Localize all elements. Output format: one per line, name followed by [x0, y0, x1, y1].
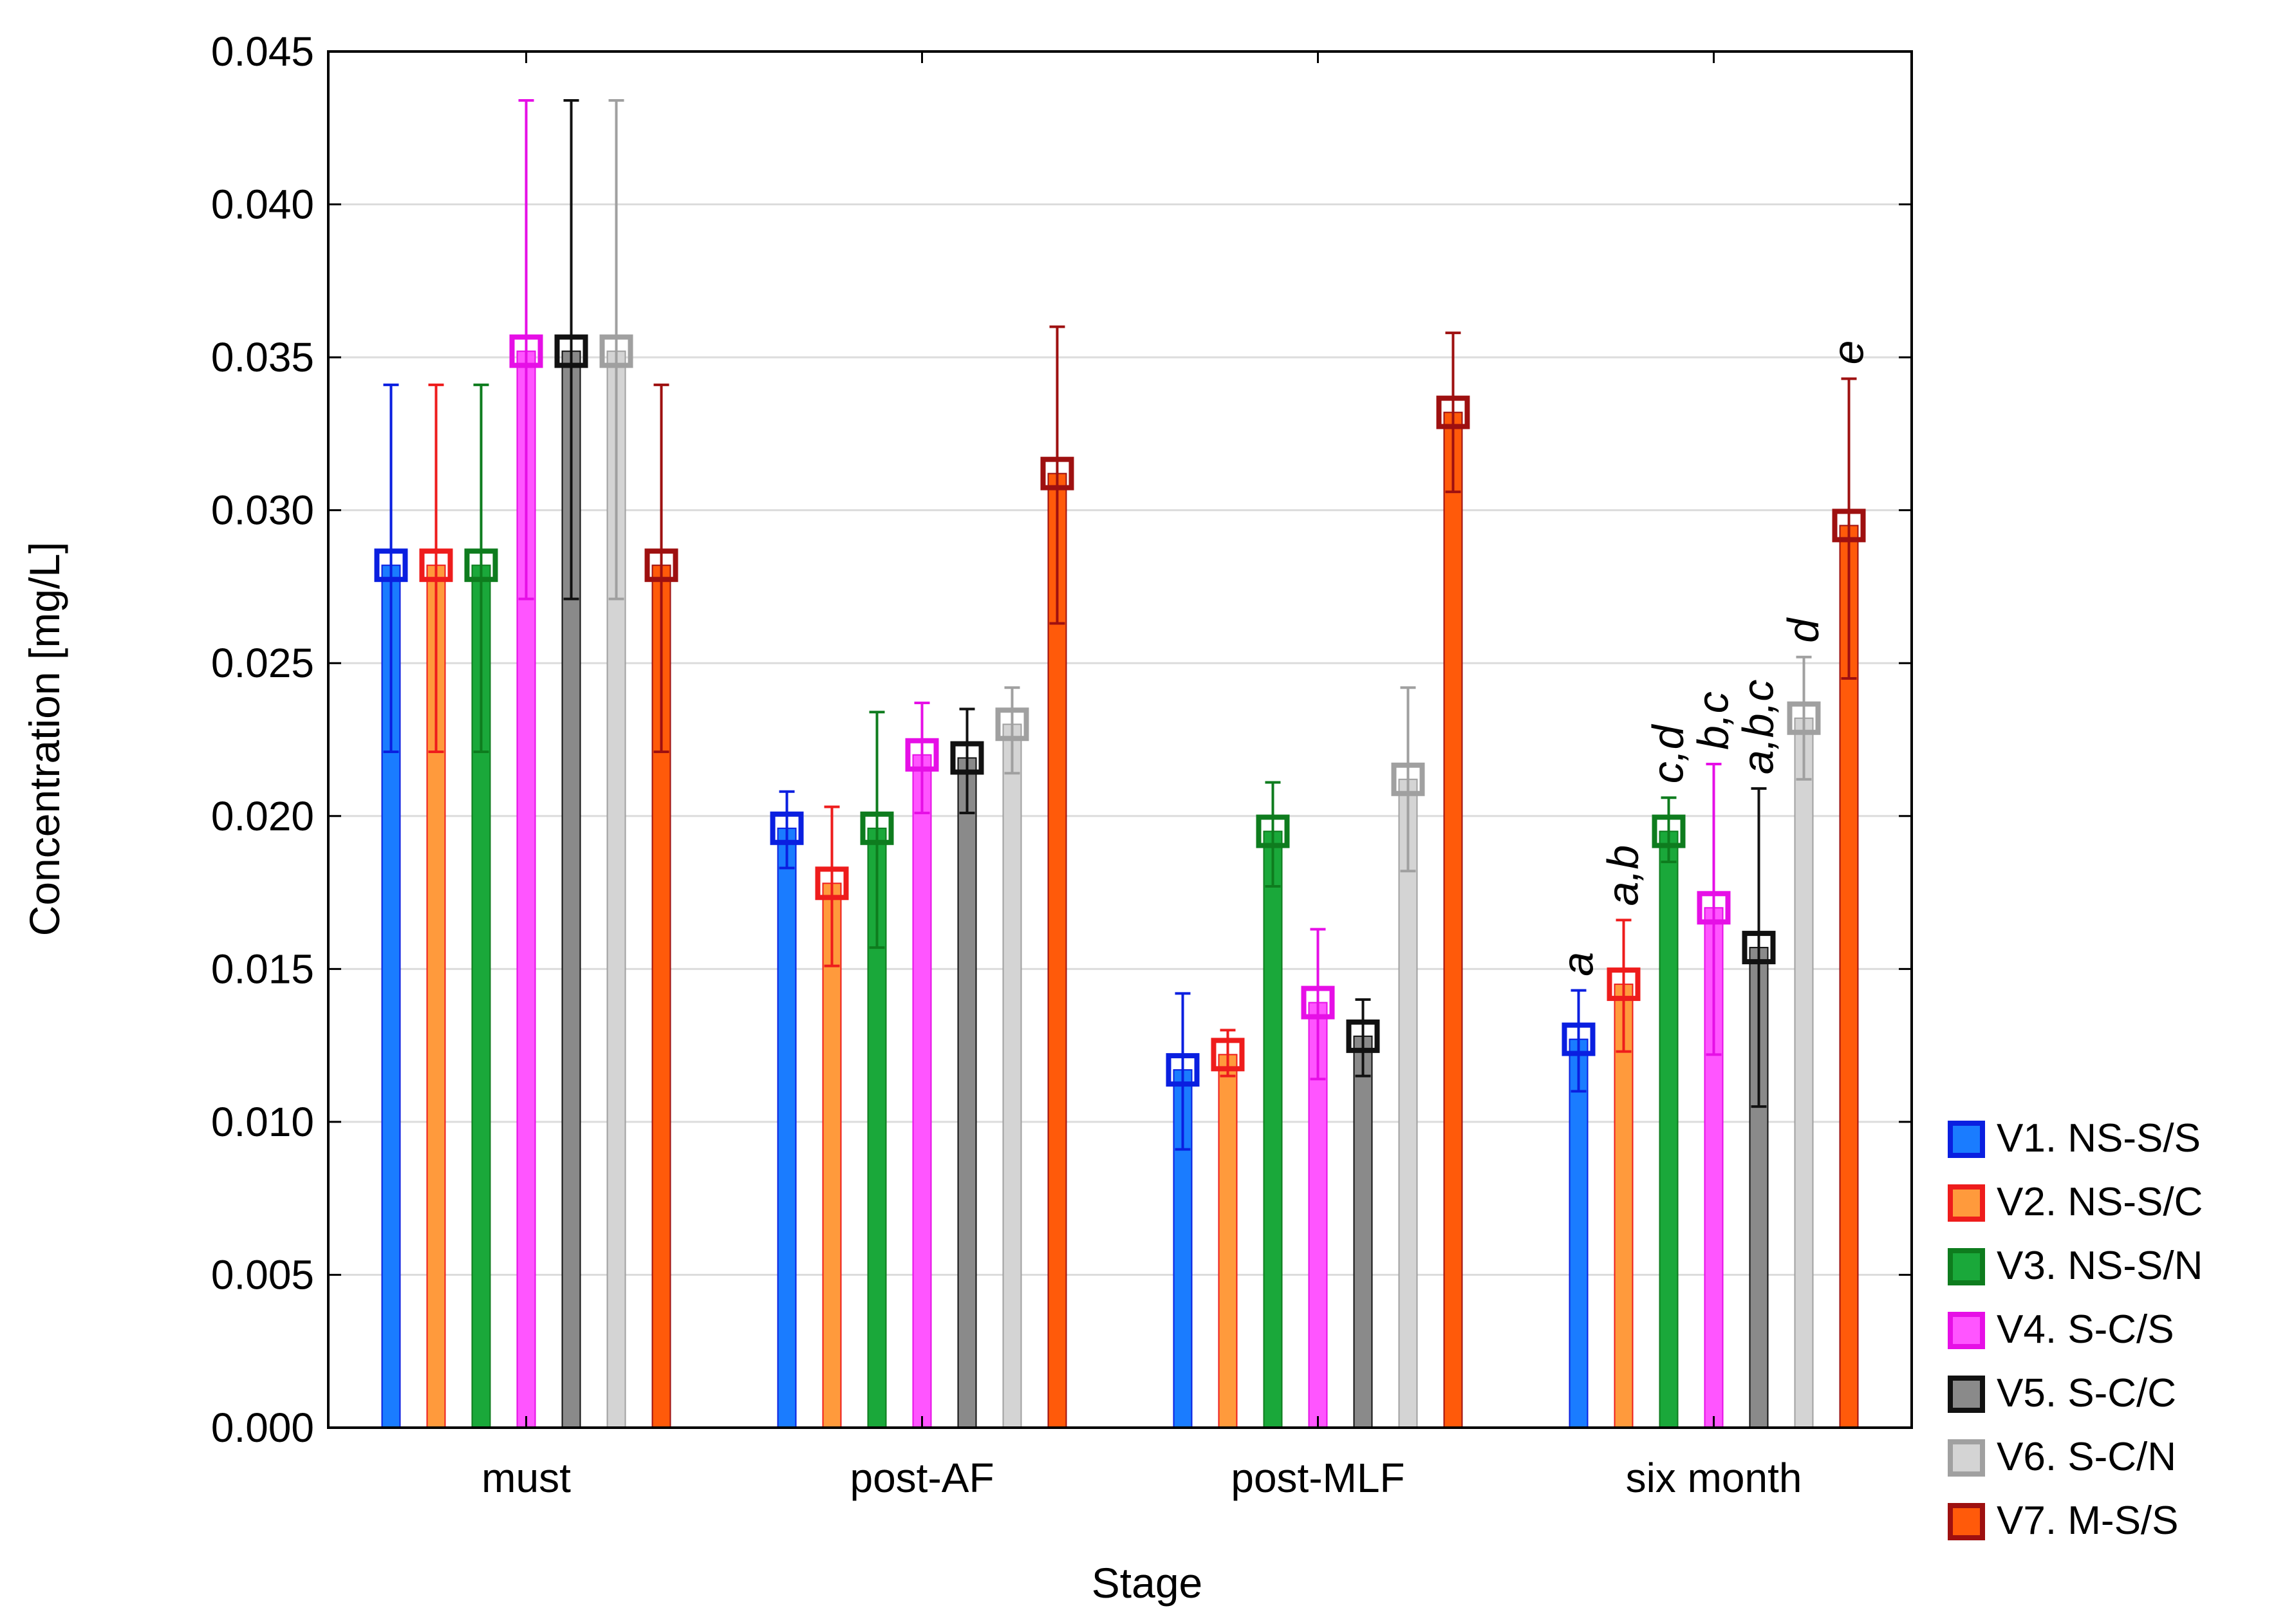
legend-label: V6. S-C/N [1997, 1435, 2176, 1479]
mean-marker [860, 811, 894, 845]
mean-marker [1652, 814, 1686, 848]
mean-marker [419, 548, 453, 583]
mean-marker [1832, 509, 1866, 543]
y-tick-label: 0.010 [211, 1099, 314, 1145]
legend-swatch [1948, 1312, 1985, 1349]
y-tick-label: 0.020 [211, 793, 314, 839]
bar [1794, 717, 1814, 1428]
mean-marker [1562, 1022, 1596, 1056]
legend-swatch [1948, 1184, 1985, 1222]
mean-marker [1040, 456, 1074, 490]
error-bars-group [383, 99, 1857, 1151]
mean-marker [1391, 762, 1425, 796]
y-axis-title: Concentration [mg/L] [21, 542, 68, 937]
mean-marker [950, 741, 984, 775]
y-tick-label: 0.005 [211, 1251, 314, 1298]
x-tick-label: post-AF [850, 1455, 994, 1501]
legend-label: V5. S-C/C [1997, 1371, 2176, 1415]
legend-label: V1. NS-S/S [1997, 1116, 2201, 1161]
y-tick-label: 0.035 [211, 334, 314, 380]
bar [1659, 830, 1679, 1428]
annotation-label: e [1824, 341, 1873, 365]
mean-marker [374, 548, 408, 583]
annotation-label: a,b,c [1734, 680, 1783, 774]
mean-marker [554, 334, 588, 368]
grid-lines [328, 203, 1912, 1276]
mean-marker [1256, 814, 1290, 848]
bar [777, 827, 797, 1428]
x-axis: must post-AF post-MLF six month [481, 51, 1802, 1501]
y-tick-label: 0.040 [211, 182, 314, 228]
x-tick-label: post-MLF [1231, 1455, 1404, 1501]
y-tick-label: 0.030 [211, 487, 314, 534]
bar [1398, 778, 1418, 1428]
mean-marker [1346, 1019, 1380, 1053]
x-axis-title: Stage [1092, 1559, 1202, 1607]
legend-label: V4. S-C/S [1997, 1307, 2174, 1352]
annotation-label: b,c [1689, 691, 1738, 750]
legend-swatch [1948, 1503, 1985, 1540]
y-tick-label: 0.015 [211, 946, 314, 992]
y-axis: 0.000 0.005 0.010 0.015 0.020 0.025 0.030 0.035… [211, 28, 1912, 1451]
bar [1614, 984, 1634, 1428]
legend: V1. NS-S/S V2. NS-S/C V3. NS-S/N V4. S-C/S V… [1948, 1116, 2203, 1543]
bar [1002, 723, 1022, 1428]
plot-frame [327, 50, 1913, 1429]
bar [1218, 1054, 1238, 1429]
bar [1263, 830, 1283, 1428]
bars-group [381, 350, 1859, 1429]
significance-annotations: a a,b c,db,ca,b,c d e [1554, 341, 1873, 976]
mean-marker [1301, 985, 1335, 1020]
legend-swatch [1948, 1439, 1985, 1477]
mean-marker [1436, 395, 1470, 429]
legend-swatch [1948, 1376, 1985, 1413]
mean-marker [1211, 1038, 1245, 1072]
x-tick-label: six month [1626, 1455, 1802, 1501]
bar [1047, 472, 1067, 1428]
bar [957, 757, 977, 1428]
annotation-label: a,b [1599, 845, 1648, 906]
mean-marker [1607, 967, 1641, 1002]
y-tick-label: 0.000 [211, 1405, 314, 1451]
bar [1569, 1038, 1589, 1428]
bar [912, 754, 932, 1428]
mean-marker [905, 738, 939, 772]
y-tick-label: 0.025 [211, 640, 314, 686]
annotation-label: d [1779, 617, 1828, 643]
mean-marker [644, 548, 678, 583]
legend-swatch [1948, 1248, 1985, 1285]
y-tick-label: 0.045 [211, 28, 314, 75]
legend-label: V2. NS-S/C [1997, 1180, 2203, 1224]
mean-marker [1742, 931, 1776, 965]
bar [1353, 1035, 1373, 1428]
mean-marker [1166, 1053, 1200, 1087]
mean-marker [815, 866, 849, 901]
annotation-label: a [1554, 952, 1603, 976]
mean-markers-group [374, 334, 1866, 1087]
legend-label: V7. M-S/S [1997, 1498, 2179, 1543]
mean-marker [770, 811, 804, 845]
legend-label: V3. NS-S/N [1997, 1244, 2203, 1288]
mean-marker [464, 548, 498, 583]
mean-marker [1697, 891, 1731, 925]
mean-marker [1787, 701, 1821, 735]
mean-marker [509, 334, 543, 368]
mean-marker [599, 334, 633, 368]
legend-swatch [1948, 1121, 1985, 1158]
x-tick-label: must [481, 1455, 571, 1501]
bar [1443, 411, 1463, 1428]
annotation-label: c,d [1644, 723, 1693, 783]
mean-marker [995, 707, 1029, 742]
